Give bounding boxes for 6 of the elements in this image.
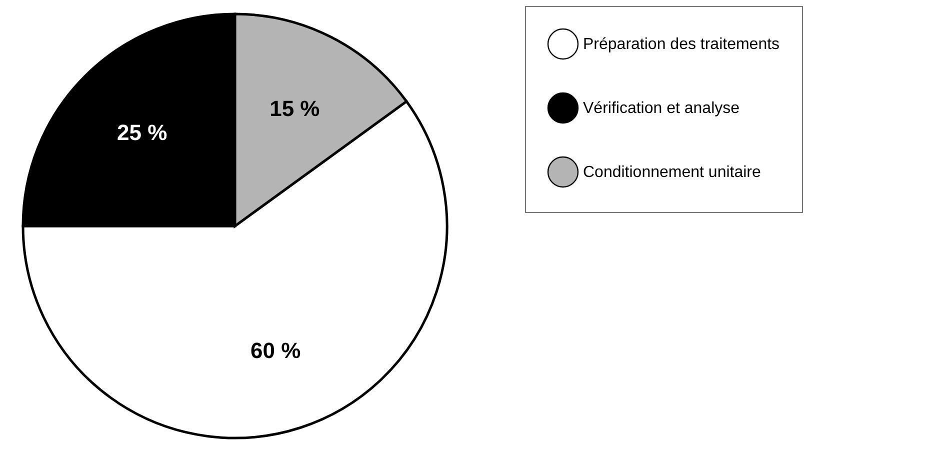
- data-label: 60 %: [250, 338, 301, 364]
- data-label: 15 %: [270, 96, 320, 121]
- legend-label: Conditionnement unitaire: [583, 164, 761, 181]
- legend-label: Préparation des traitements: [583, 36, 780, 53]
- data-label: 25 %: [116, 120, 168, 146]
- legend-label: Vérification et analyse: [583, 100, 740, 117]
